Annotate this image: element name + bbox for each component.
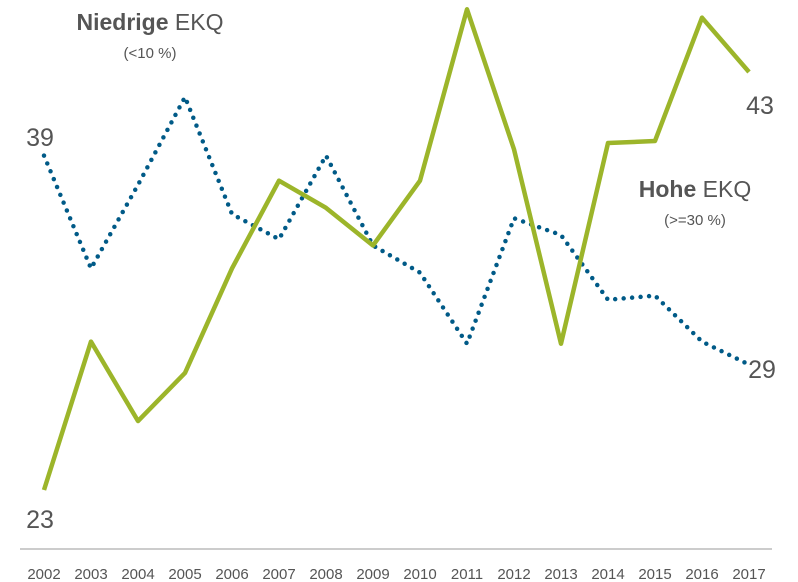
x-tick-label: 2009 xyxy=(356,566,389,582)
x-tick-label: 2014 xyxy=(591,566,624,582)
series-title: Niedrige EKQ xyxy=(77,9,224,35)
data-label: 23 xyxy=(26,506,54,534)
series-title: Hohe EKQ xyxy=(639,176,751,202)
x-tick-label: 2004 xyxy=(121,566,154,582)
x-tick-label: 2013 xyxy=(544,566,577,582)
data-label: 39 xyxy=(26,124,54,152)
x-tick-label: 2003 xyxy=(74,566,107,582)
x-tick-label: 2007 xyxy=(262,566,295,582)
data-label: 43 xyxy=(746,92,774,120)
line-series xyxy=(41,7,751,491)
x-tick-label: 2016 xyxy=(685,566,718,582)
x-tick-label: 2015 xyxy=(638,566,671,582)
data-label: 29 xyxy=(748,356,776,384)
series-note: (<10 %) xyxy=(124,45,177,62)
x-tick-label: 2012 xyxy=(497,566,530,582)
x-tick-label: 2005 xyxy=(168,566,201,582)
line-series xyxy=(41,94,752,367)
x-tick-label: 2002 xyxy=(27,566,60,582)
x-tick-label: 2008 xyxy=(309,566,342,582)
series-note: (>=30 %) xyxy=(664,212,726,229)
x-tick-label: 2017 xyxy=(732,566,765,582)
x-tick-label: 2011 xyxy=(451,566,483,582)
x-tick-label: 2010 xyxy=(403,566,436,582)
x-tick-label: 2006 xyxy=(215,566,248,582)
